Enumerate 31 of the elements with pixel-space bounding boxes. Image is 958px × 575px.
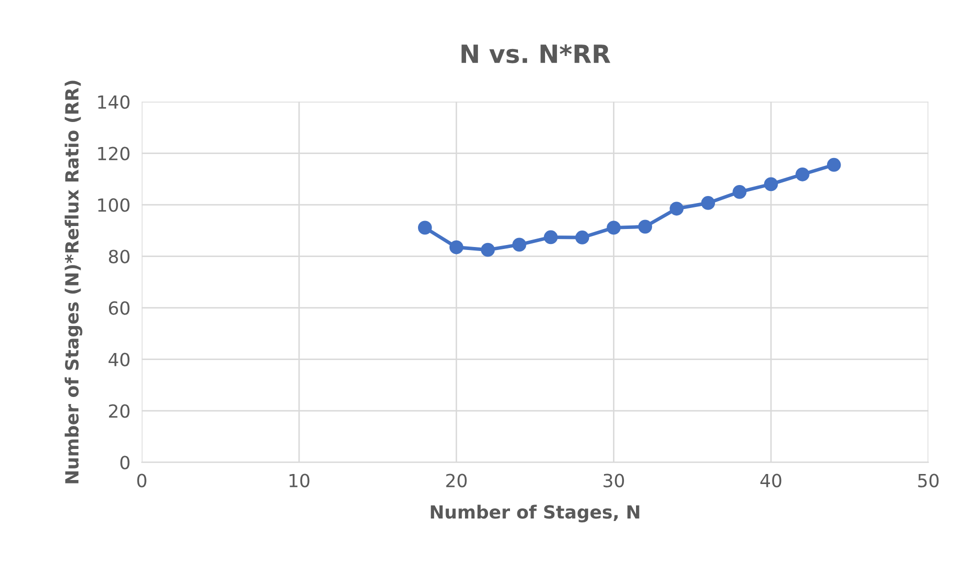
point [418,220,432,235]
y-tick-label: 100 [98,198,130,212]
chart-title: N vs. N*RR [462,44,610,64]
point [480,242,495,257]
y-axis-title: Number of Stages (N)*Reflux Ratio (RR) [64,80,82,484]
point [826,158,841,172]
x-tick-label: 20 [446,474,467,488]
y-tick-label: 80 [108,250,130,264]
x-tick-label: 0 [137,474,146,488]
y-tick-label: 40 [108,352,130,366]
point [764,177,778,192]
y-tick-label: 0 [120,456,130,470]
point [701,196,716,210]
x-tick-label: 10 [290,474,310,488]
point [449,240,464,254]
point [670,202,684,216]
point [512,238,526,252]
y-tick-label: 140 [98,95,130,109]
y-tick-label: 120 [98,146,130,160]
point [732,184,746,199]
point [638,220,652,234]
point [575,230,590,244]
y-tick-label: 60 [108,301,130,315]
point [606,220,621,235]
point [544,230,558,244]
x-tick-label: 40 [760,474,782,488]
y-tick-label: 20 [109,404,130,418]
point [796,167,810,182]
x-axis-title: Number of Stages, N [430,504,640,522]
x-tick-label: 30 [604,474,624,488]
x-tick-label: 50 [918,474,939,488]
